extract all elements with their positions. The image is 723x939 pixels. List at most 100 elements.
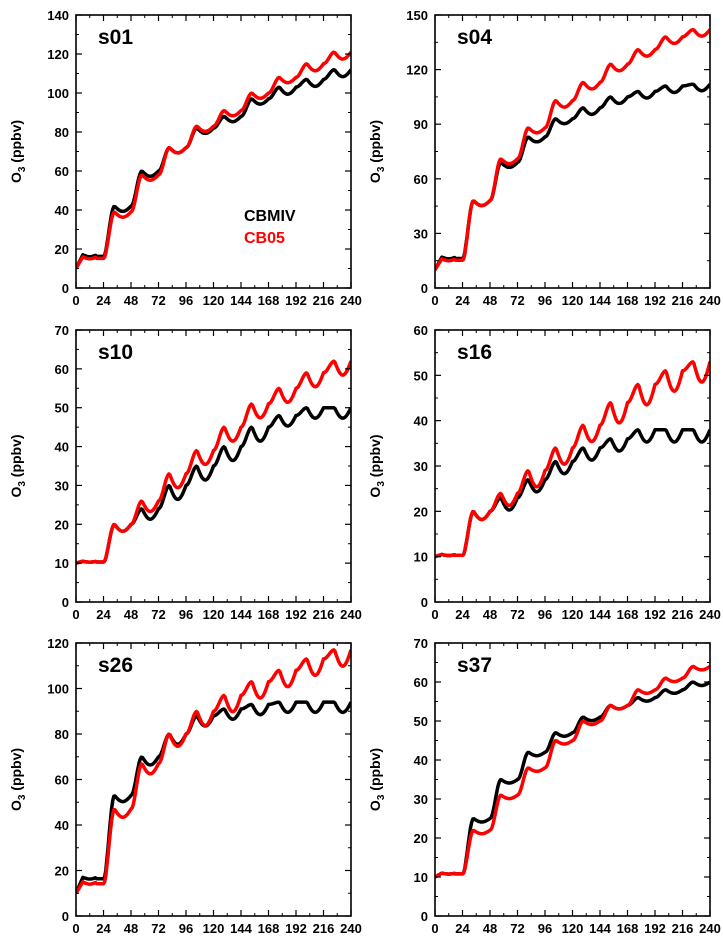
legend-entry-cbmiv: CBMIV — [244, 208, 296, 225]
y-tick-label: 60 — [55, 164, 69, 179]
x-tick-label: 120 — [203, 921, 225, 936]
chart-panel-s10: 0 24 48 72 96 120 144 168 192 216 240 0 10 20 30 40 50 60… — [8, 323, 362, 622]
x-tick-label: 24 — [96, 293, 111, 308]
x-tick-label: 48 — [124, 293, 138, 308]
x-tick-label: 192 — [644, 607, 666, 622]
panel-label: s10 — [98, 341, 133, 364]
x-tick-label: 96 — [179, 921, 193, 936]
y-tick-label: 70 — [55, 323, 69, 338]
x-tick-label: 120 — [203, 607, 225, 622]
legend-entry-cb05: CB05 — [244, 230, 285, 247]
x-tick-label: 144 — [230, 293, 252, 308]
panel-label: s04 — [457, 26, 492, 49]
y-tick-label: 30 — [55, 478, 69, 493]
y-tick-label: 40 — [414, 753, 428, 768]
series-line-cb05 — [76, 50, 351, 270]
x-tick-label: 144 — [230, 607, 252, 622]
y-tick-label: 20 — [55, 864, 69, 879]
x-tick-label: 168 — [258, 293, 280, 308]
y-tick-label: 90 — [414, 117, 428, 132]
y-tick-label: 70 — [414, 636, 428, 651]
y-tick-label: 30 — [414, 226, 428, 241]
x-tick-label: 144 — [589, 607, 611, 622]
y-tick-label: 60 — [55, 773, 69, 788]
y-tick-label: 60 — [414, 675, 428, 690]
y-tick-label: 10 — [55, 556, 69, 571]
series-line-cb05 — [76, 359, 351, 565]
x-tick-label: 72 — [510, 921, 524, 936]
y-axis-label: O3 (ppbv) — [367, 748, 387, 811]
y-tick-label: 40 — [55, 203, 69, 218]
y-tick-label: 60 — [414, 172, 428, 187]
y-tick-label: 50 — [414, 368, 428, 383]
y-tick-label: 0 — [62, 595, 69, 610]
y-axis-label: O3 (ppbv) — [8, 120, 28, 183]
x-tick-label: 0 — [431, 293, 438, 308]
x-tick-label: 216 — [313, 921, 335, 936]
x-tick-label: 0 — [431, 607, 438, 622]
x-tick-label: 96 — [538, 921, 552, 936]
plot-frame — [75, 642, 352, 917]
x-tick-label: 216 — [313, 607, 335, 622]
panel-label: s26 — [98, 654, 133, 677]
y-tick-label: 20 — [55, 517, 69, 532]
y-tick-label: 100 — [47, 86, 69, 101]
panel-label: s01 — [98, 26, 133, 49]
y-tick-label: 40 — [55, 440, 69, 455]
x-tick-label: 72 — [151, 921, 165, 936]
y-tick-label: 0 — [62, 909, 69, 924]
series-line-cbmiv — [76, 700, 351, 894]
y-tick-label: 120 — [47, 47, 69, 62]
y-tick-label: 20 — [414, 504, 428, 519]
y-tick-label: 30 — [414, 459, 428, 474]
y-axis-label: O3 (ppbv) — [8, 434, 28, 497]
series-line-cb05 — [435, 27, 710, 271]
x-tick-label: 168 — [258, 607, 280, 622]
y-tick-label: 60 — [414, 323, 428, 338]
x-tick-label: 216 — [313, 293, 335, 308]
plot-frame — [434, 642, 711, 917]
x-tick-label: 144 — [230, 921, 252, 936]
panel-label: s16 — [457, 341, 492, 364]
y-tick-label: 80 — [55, 727, 69, 742]
y-axis-label: O3 (ppbv) — [367, 434, 387, 497]
y-tick-label: 0 — [421, 281, 428, 296]
series-line-cb05 — [76, 648, 351, 895]
chart-panel-s01: 0 24 48 72 96 120 144 168 192 216 240 0 20 40 60 80 100 1… — [8, 8, 362, 308]
y-tick-label: 50 — [414, 714, 428, 729]
x-tick-label: 192 — [285, 293, 307, 308]
chart-panel-s16: 0 24 48 72 96 120 144 168 192 216 240 0 10 20 30 40 50 60… — [367, 323, 721, 622]
x-tick-label: 240 — [340, 921, 362, 936]
x-tick-label: 96 — [538, 607, 552, 622]
x-tick-label: 240 — [340, 607, 362, 622]
chart-panel-s04: 0 24 48 72 96 120 144 168 192 216 240 0 30 60 90 120 150… — [367, 8, 721, 308]
series-line-cb05 — [435, 664, 710, 879]
plot-frame — [434, 329, 711, 603]
y-tick-label: 10 — [414, 550, 428, 565]
y-tick-label: 10 — [414, 870, 428, 885]
y-tick-label: 20 — [55, 242, 69, 257]
x-tick-label: 96 — [538, 293, 552, 308]
x-tick-label: 0 — [431, 921, 438, 936]
x-tick-label: 144 — [589, 921, 611, 936]
x-tick-label: 48 — [483, 607, 497, 622]
series-line-cb05 — [435, 360, 710, 559]
x-tick-label: 240 — [699, 921, 721, 936]
x-tick-label: 216 — [672, 293, 694, 308]
x-tick-label: 24 — [455, 921, 470, 936]
chart-panel-s26: 0 24 48 72 96 120 144 168 192 216 240 0 20 40 60 80 100 1… — [8, 636, 362, 936]
x-tick-label: 192 — [285, 921, 307, 936]
x-tick-label: 120 — [562, 293, 584, 308]
series-line-cbmiv — [76, 67, 351, 270]
chart-panel-s37: 0 24 48 72 96 120 144 168 192 216 240 0 10 20 30 40 50 60… — [367, 636, 721, 936]
y-tick-label: 40 — [55, 818, 69, 833]
panel-label: s37 — [457, 654, 492, 677]
series-line-cbmiv — [435, 680, 710, 879]
y-tick-label: 120 — [47, 636, 69, 651]
x-tick-label: 48 — [483, 293, 497, 308]
y-tick-label: 140 — [47, 8, 69, 23]
x-tick-label: 0 — [72, 921, 79, 936]
x-tick-label: 24 — [455, 293, 470, 308]
x-tick-label: 72 — [510, 293, 524, 308]
